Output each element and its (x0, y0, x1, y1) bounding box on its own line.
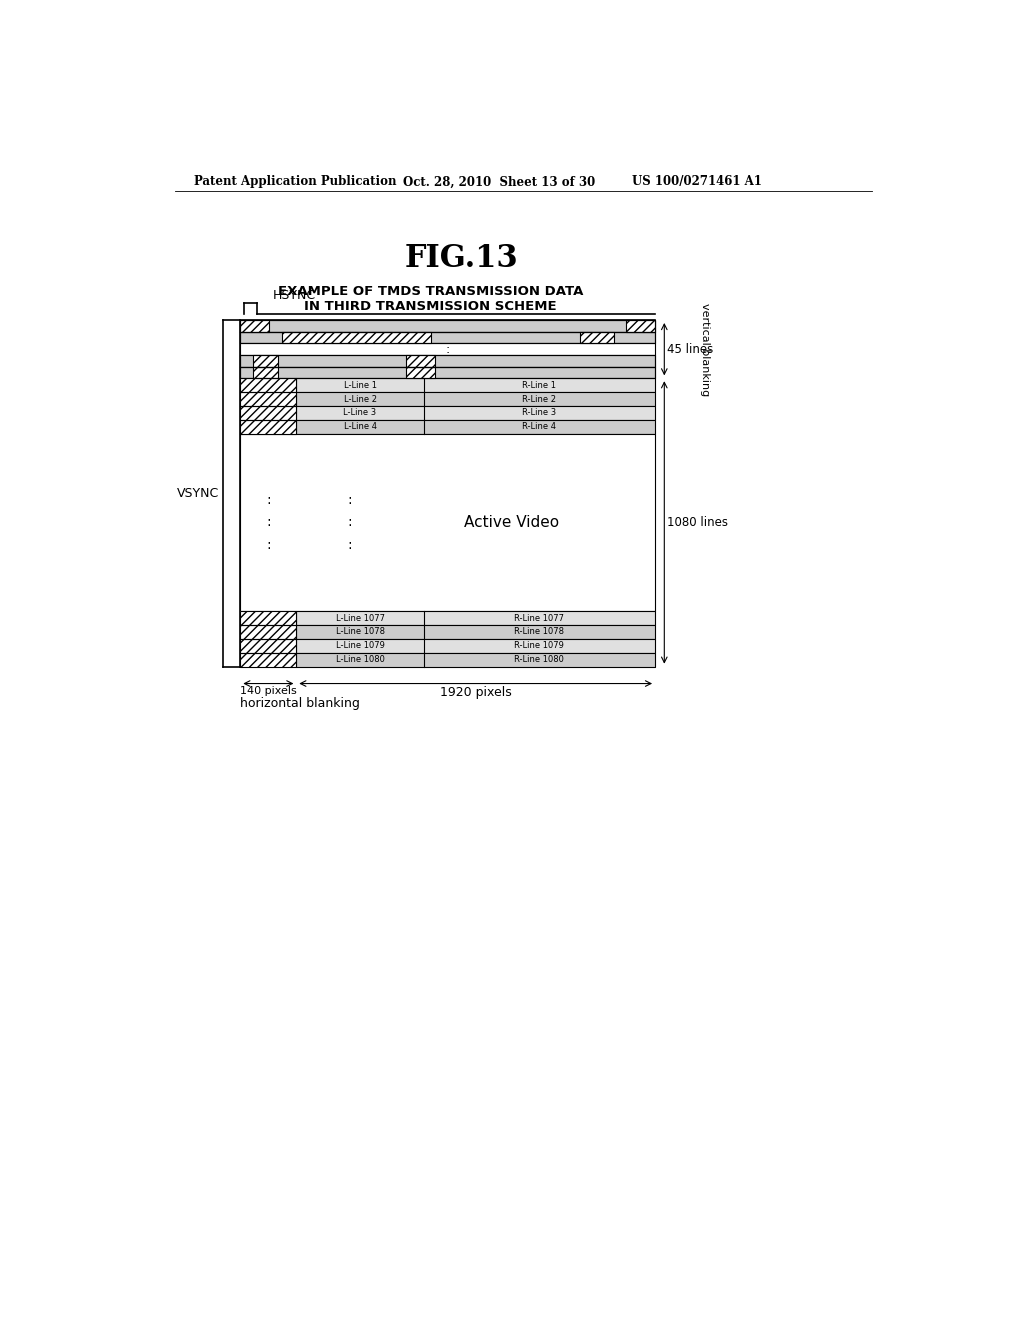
Bar (241, 407, 296, 420)
Text: Oct. 28, 2010  Sheet 13 of 30: Oct. 28, 2010 Sheet 13 of 30 (403, 176, 595, 189)
Bar (241, 626, 296, 639)
Text: L-Line 1077: L-Line 1077 (336, 614, 384, 623)
Text: HSYNC: HSYNC (273, 289, 316, 302)
Bar (241, 407, 296, 420)
Text: L-Line 1078: L-Line 1078 (336, 627, 384, 636)
Bar (241, 392, 296, 407)
Bar (241, 420, 296, 434)
Bar (241, 420, 296, 434)
Text: R-Line 1078: R-Line 1078 (514, 627, 564, 636)
Bar (241, 434, 655, 611)
Bar (296, 611, 655, 626)
Bar (241, 653, 296, 667)
Bar (282, 331, 431, 343)
Bar (296, 653, 655, 667)
Text: 1080 lines: 1080 lines (668, 516, 728, 529)
Bar (241, 626, 296, 639)
Bar (241, 379, 296, 392)
Bar (241, 355, 655, 367)
Text: Active Video: Active Video (464, 515, 559, 529)
Text: R-Line 1077: R-Line 1077 (514, 614, 564, 623)
Text: :
:
:: : : : (266, 492, 270, 552)
Bar (241, 379, 296, 392)
Bar (241, 331, 655, 343)
Text: Patent Application Publication: Patent Application Publication (194, 176, 396, 189)
Bar (296, 392, 655, 407)
Text: 45 lines: 45 lines (668, 343, 714, 355)
Bar (581, 331, 613, 343)
Text: VSYNC: VSYNC (177, 487, 219, 500)
Bar (241, 611, 296, 626)
Bar (241, 343, 655, 355)
Bar (626, 321, 655, 331)
Text: FIG.13: FIG.13 (404, 243, 518, 275)
Bar (241, 407, 296, 420)
Bar (253, 355, 278, 367)
Bar (241, 321, 269, 331)
Bar (241, 626, 296, 639)
Text: :: : (445, 343, 450, 355)
Text: US 100/0271461 A1: US 100/0271461 A1 (632, 176, 762, 189)
Bar (253, 367, 278, 379)
Text: L-Line 1080: L-Line 1080 (336, 655, 384, 664)
Bar (241, 367, 655, 379)
Text: L-Line 4: L-Line 4 (343, 422, 377, 432)
Bar (241, 420, 296, 434)
Bar (241, 321, 269, 331)
Bar (282, 331, 431, 343)
Bar (241, 639, 296, 653)
Text: R-Line 1080: R-Line 1080 (514, 655, 564, 664)
Text: vertical blanking: vertical blanking (699, 302, 710, 396)
Bar (241, 392, 296, 407)
Text: 140 pixels: 140 pixels (240, 686, 297, 696)
Bar (241, 379, 296, 392)
Bar (241, 321, 655, 331)
Bar (296, 407, 655, 420)
Text: R-Line 2: R-Line 2 (522, 395, 556, 404)
Text: :
:
:: : : : (348, 492, 352, 552)
Bar (407, 355, 435, 367)
Text: R-Line 1: R-Line 1 (522, 380, 556, 389)
Text: L-Line 3: L-Line 3 (343, 408, 377, 417)
Bar (407, 355, 435, 367)
Text: L-Line 1: L-Line 1 (343, 380, 377, 389)
Bar (626, 321, 655, 331)
Bar (241, 611, 296, 626)
Text: EXAMPLE OF TMDS TRANSMISSION DATA: EXAMPLE OF TMDS TRANSMISSION DATA (278, 285, 583, 298)
Bar (296, 626, 655, 639)
Text: R-Line 3: R-Line 3 (522, 408, 556, 417)
Bar (241, 321, 655, 331)
Bar (296, 420, 655, 434)
Bar (253, 355, 278, 367)
Bar (241, 367, 655, 379)
Text: L-Line 2: L-Line 2 (343, 395, 377, 404)
Text: R-Line 4: R-Line 4 (522, 422, 556, 432)
Bar (241, 653, 296, 667)
Bar (241, 639, 296, 653)
Bar (407, 367, 435, 379)
Bar (241, 321, 655, 667)
Bar (296, 379, 655, 392)
Text: R-Line 1079: R-Line 1079 (514, 642, 564, 651)
Bar (581, 331, 613, 343)
Text: horizontal blanking: horizontal blanking (241, 697, 360, 710)
Bar (241, 355, 655, 367)
Bar (241, 639, 296, 653)
Text: 1920 pixels: 1920 pixels (439, 686, 512, 698)
Bar (296, 639, 655, 653)
Bar (253, 367, 278, 379)
Text: IN THIRD TRANSMISSION SCHEME: IN THIRD TRANSMISSION SCHEME (304, 300, 557, 313)
Bar (241, 653, 296, 667)
Bar (241, 331, 655, 343)
Text: L-Line 1079: L-Line 1079 (336, 642, 384, 651)
Bar (241, 611, 296, 626)
Bar (407, 367, 435, 379)
Bar (241, 392, 296, 407)
